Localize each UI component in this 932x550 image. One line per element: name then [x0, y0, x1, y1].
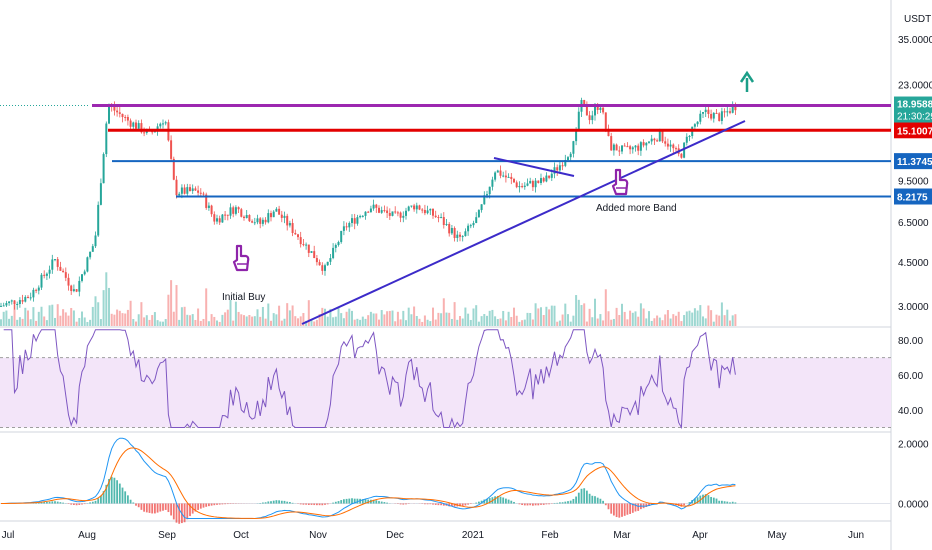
svg-text:8.2175: 8.2175 — [897, 193, 928, 204]
rsi-line — [3, 329, 736, 430]
ascending-trendline — [301, 120, 746, 325]
svg-text:11.3745: 11.3745 — [897, 157, 932, 168]
candle-countdown: 21:30:29 — [897, 112, 932, 123]
macd-tick: 2.0000 — [898, 440, 929, 451]
short-trendline — [493, 157, 575, 177]
time-label: 2021 — [462, 530, 485, 541]
macd-axis-ticks: 2.0000 0.0000 — [898, 440, 929, 511]
level-tag: 11.3745 — [894, 153, 932, 170]
rsi-tick: 80.00 — [898, 336, 923, 347]
time-label: May — [768, 530, 787, 541]
currency-label: USDT — [904, 14, 931, 25]
price-tick: 35.0000 — [898, 35, 932, 46]
time-label: Mar — [613, 530, 631, 541]
level-tag: 8.2175 — [894, 188, 932, 205]
time-axis-labels: Jul Aug Sep Oct Nov Dec 2021 Feb Mar Apr May Jun — [2, 530, 864, 541]
annotation-initial-buy: Initial Buy — [222, 292, 265, 303]
last-price-value: 18.9588 — [897, 100, 932, 111]
time-label: Oct — [233, 530, 249, 541]
annotation-added-more: Added more Band — [596, 203, 677, 214]
price-axis-ticks: 35.0000 23.0000 9.5000 6.5000 4.5000 3.0000 — [898, 35, 932, 313]
macd-line — [0, 437, 736, 519]
macd-tick: 0.0000 — [898, 500, 929, 511]
hand-pointer-icon — [611, 168, 629, 196]
price-level-tags: 15.1007 11.3745 8.2175 — [894, 122, 932, 205]
time-label: Jul — [2, 530, 15, 541]
candlesticks — [0, 97, 737, 310]
time-label: Nov — [309, 530, 327, 541]
scale-mode-button[interactable] — [904, 0, 926, 8]
rsi-band-fill — [0, 357, 891, 428]
time-label: Dec — [386, 530, 404, 541]
price-tick: 23.0000 — [898, 81, 932, 92]
svg-text:15.1007: 15.1007 — [897, 126, 932, 137]
rsi-axis-ticks: 80.00 60.00 40.00 — [898, 336, 923, 417]
time-label: Aug — [78, 530, 96, 541]
volume-bars — [0, 272, 737, 326]
time-label: Apr — [692, 530, 708, 541]
price-tick: 6.5000 — [898, 218, 929, 229]
price-tick: 4.5000 — [898, 258, 929, 269]
rsi-indicator — [3, 329, 736, 430]
last-price-tag[interactable]: 18.9588 21:30:29 — [894, 96, 932, 123]
time-label: Feb — [541, 530, 559, 541]
price-tick: 9.5000 — [898, 177, 929, 188]
price-tick: 3.0000 — [898, 302, 929, 313]
signal-line — [0, 447, 736, 519]
rsi-tick: 60.00 — [898, 371, 923, 382]
time-label: Sep — [158, 530, 176, 541]
up-arrow-icon — [739, 70, 755, 92]
level-tag: 15.1007 — [894, 122, 932, 139]
rsi-tick: 40.00 — [898, 406, 923, 417]
macd-indicator — [0, 437, 891, 524]
time-label: Jun — [848, 530, 864, 541]
hand-pointer-icon — [232, 244, 250, 272]
